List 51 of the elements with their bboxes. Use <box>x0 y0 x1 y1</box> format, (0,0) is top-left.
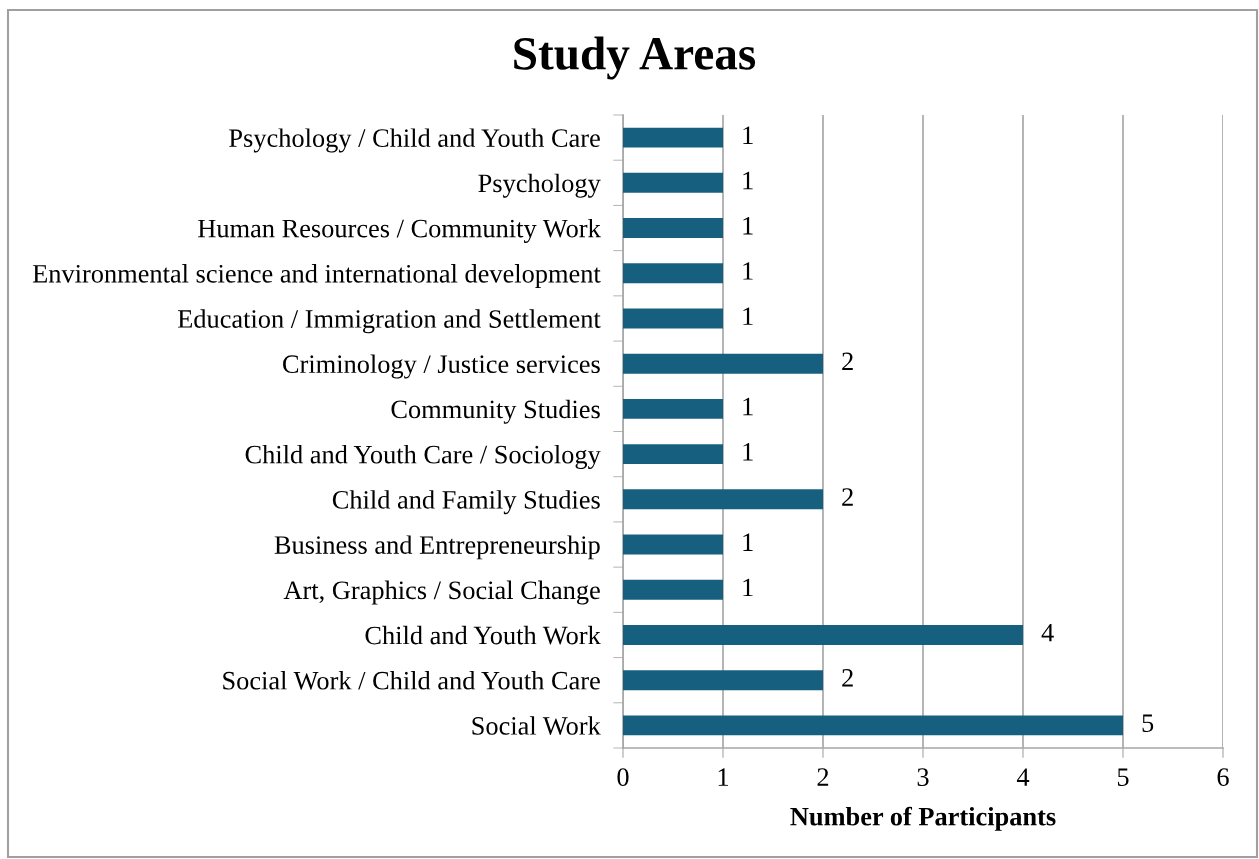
y-tick-label: Art, Graphics / Social Change <box>283 580 600 605</box>
x-tick-label: 0 <box>617 768 629 787</box>
data-label: 1 <box>743 307 753 325</box>
data-label: 1 <box>743 216 753 235</box>
data-label: 1 <box>743 533 753 551</box>
y-tick-label: Education / Immigration and Settlement <box>177 309 601 334</box>
y-tick-label: Child and Youth Work <box>365 625 601 645</box>
data-label: 4 <box>1041 623 1054 642</box>
x-tick-label: 2 <box>817 768 829 786</box>
bar <box>623 127 723 148</box>
bar <box>623 715 1123 736</box>
bar <box>623 534 723 555</box>
y-tick-label: Environmental science and international development <box>32 264 601 289</box>
data-label: 1 <box>743 171 753 190</box>
data-label: 1 <box>743 578 753 597</box>
bar <box>623 579 723 600</box>
bar <box>623 218 723 238</box>
data-label: 1 <box>743 262 753 280</box>
bar <box>623 625 1023 645</box>
y-tick-label: Psychology / Child and Youth Care <box>229 128 600 153</box>
data-label: 1 <box>743 126 753 144</box>
bar <box>623 172 723 193</box>
y-tick-label: Business and Entrepreneurship <box>274 535 600 560</box>
x-tick-label: 5 <box>1117 768 1129 787</box>
bar <box>623 398 723 419</box>
y-tick-label: Criminology / Justice services <box>283 354 600 379</box>
y-tick-label: Human Resources / Community Work <box>198 218 601 243</box>
bar <box>623 263 723 284</box>
x-tick-label: 4 <box>1016 768 1030 786</box>
y-tick-label: Psychology <box>478 173 601 198</box>
y-tick-label: Child and Family Studies <box>332 490 600 515</box>
bar <box>623 444 723 465</box>
x-axis-title: Number of Participants <box>790 806 1056 831</box>
bar <box>623 353 823 374</box>
data-label: 2 <box>842 488 853 506</box>
chart-title: Study Areas <box>514 36 756 80</box>
bar <box>623 670 823 691</box>
y-tick-label: Social Work <box>472 716 601 735</box>
bar <box>623 489 823 510</box>
data-label: 1 <box>743 397 753 416</box>
y-tick-label: Child and Youth Care / Sociology <box>245 444 601 469</box>
data-label: 2 <box>842 352 853 371</box>
x-tick-label: 3 <box>917 768 929 787</box>
x-tick-label: 6 <box>1217 768 1229 787</box>
y-tick-label: Community Studies <box>391 399 600 424</box>
y-tick-label: Social Work / Child and Youth Care <box>223 671 600 690</box>
data-label: 5 <box>1142 714 1154 732</box>
x-tick-label: 1 <box>718 768 729 786</box>
data-label: 2 <box>842 669 853 687</box>
bar <box>623 308 723 329</box>
data-label: 1 <box>743 443 753 461</box>
